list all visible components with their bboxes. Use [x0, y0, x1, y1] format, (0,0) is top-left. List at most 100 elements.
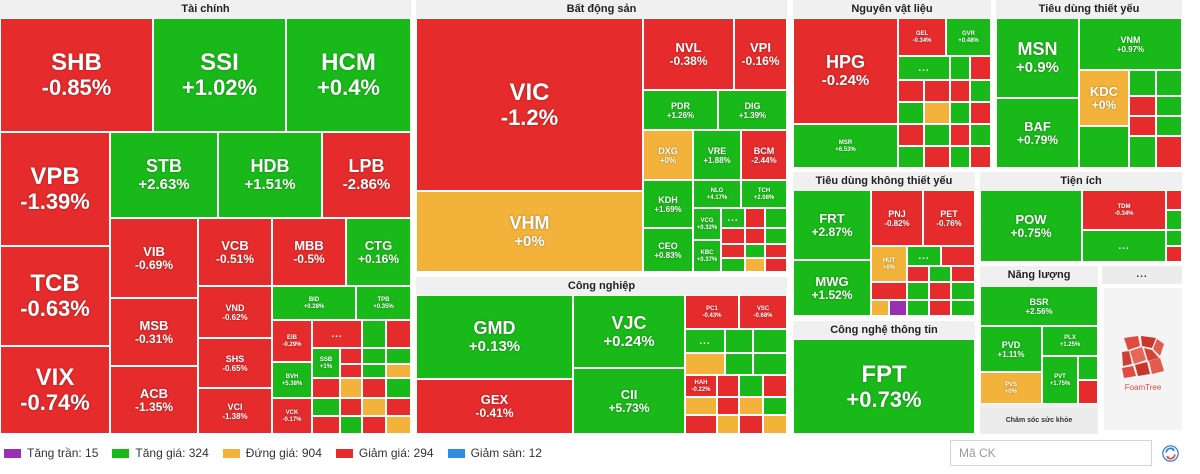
stock-tile-small[interactable]: [1129, 70, 1156, 96]
stock-tile-small[interactable]: [970, 80, 991, 102]
stock-tile[interactable]: HCM +0.4%: [286, 18, 411, 132]
stock-tile-small[interactable]: [950, 146, 970, 168]
stock-tile-small[interactable]: [1156, 136, 1182, 168]
stock-tile-small[interactable]: [362, 378, 386, 398]
more-tile[interactable]: ...: [1082, 230, 1166, 262]
stock-tile-small[interactable]: [386, 348, 411, 364]
stock-tile[interactable]: POW +0.75%: [980, 190, 1082, 262]
more-tile[interactable]: ...: [907, 246, 941, 266]
stock-tile-small[interactable]: [970, 102, 991, 124]
more-tile[interactable]: ...: [685, 329, 725, 353]
stock-tile[interactable]: VJC +0.24%: [573, 295, 685, 368]
stock-tile[interactable]: TPB +0.35%: [356, 286, 411, 320]
stock-tile[interactable]: MSB -0.31%: [110, 298, 198, 366]
stock-tile[interactable]: SHS -0.65%: [198, 338, 272, 388]
stock-tile[interactable]: CEO +0.83%: [643, 228, 693, 272]
stock-tile-small[interactable]: [312, 398, 340, 416]
stock-tile[interactable]: VND -0.62%: [198, 286, 272, 338]
stock-tile[interactable]: BCM -2.44%: [741, 130, 787, 180]
stock-tile-small[interactable]: [950, 102, 970, 124]
stock-tile[interactable]: TCH +2.08%: [741, 180, 787, 208]
stock-tile-small[interactable]: [312, 416, 340, 434]
stock-tile-small[interactable]: [362, 416, 386, 434]
stock-tile[interactable]: GEX -0.41%: [416, 379, 573, 434]
stock-tile[interactable]: VRE +1.88%: [693, 130, 741, 180]
stock-tile-small[interactable]: [745, 228, 765, 244]
stock-tile-small[interactable]: [685, 415, 717, 434]
stock-tile-small[interactable]: [763, 397, 787, 415]
stock-tile[interactable]: KDH +1.69%: [643, 180, 693, 228]
stock-tile-small[interactable]: [929, 300, 951, 316]
stock-tile[interactable]: CII +5.73%: [573, 368, 685, 434]
stock-tile-small[interactable]: [739, 397, 763, 415]
stock-tile[interactable]: BID +0.28%: [272, 286, 356, 320]
stock-tile-small[interactable]: [386, 416, 411, 434]
stock-tile[interactable]: CTG +0.16%: [346, 218, 411, 286]
stock-tile[interactable]: VCI -1.38%: [198, 388, 272, 434]
stock-tile[interactable]: PC1 -0.43%: [685, 295, 739, 329]
stock-tile-small[interactable]: [970, 56, 991, 80]
stock-tile-small[interactable]: [1129, 116, 1156, 136]
stock-tile-small[interactable]: [951, 282, 975, 300]
more-tile[interactable]: ...: [721, 208, 745, 228]
stock-tile[interactable]: KBC +0.37%: [693, 240, 721, 272]
stock-tile[interactable]: VCK -0.17%: [272, 398, 312, 434]
stock-tile[interactable]: HAH -0.22%: [685, 375, 717, 397]
stock-tile-small[interactable]: [924, 146, 950, 168]
stock-code-search-input[interactable]: [950, 440, 1152, 466]
stock-tile-small[interactable]: [362, 320, 386, 348]
stock-tile-small[interactable]: [753, 353, 787, 375]
stock-tile-small[interactable]: [753, 329, 787, 353]
stock-tile-small[interactable]: [1078, 380, 1098, 404]
stock-tile-small[interactable]: [745, 244, 765, 258]
stock-tile[interactable]: PVT +1.75%: [1042, 356, 1078, 404]
stock-tile[interactable]: GMD +0.13%: [416, 295, 573, 379]
stock-tile[interactable]: VPI -0.16%: [734, 18, 787, 90]
stock-tile-small[interactable]: [970, 146, 991, 168]
stock-tile[interactable]: MBB -0.5%: [272, 218, 346, 286]
stock-tile-small[interactable]: [340, 398, 362, 416]
stock-tile-small[interactable]: [739, 415, 763, 434]
stock-tile[interactable]: VPB -1.39%: [0, 132, 110, 246]
stock-tile[interactable]: TDM -0.34%: [1082, 190, 1166, 230]
stock-tile-small[interactable]: [340, 364, 362, 378]
stock-tile[interactable]: SSI +1.02%: [153, 18, 286, 132]
stock-tile[interactable]: VSC -0.68%: [739, 295, 787, 329]
stock-tile[interactable]: DXG +0%: [643, 130, 693, 180]
stock-tile[interactable]: VCB -0.51%: [198, 218, 272, 286]
stock-tile-small[interactable]: [386, 398, 411, 416]
stock-tile-small[interactable]: [765, 208, 787, 228]
stock-tile[interactable]: KDC +0%: [1079, 70, 1129, 126]
stock-tile[interactable]: PLX +1.25%: [1042, 326, 1098, 356]
stock-tile[interactable]: FPT +0.73%: [793, 339, 975, 434]
stock-tile[interactable]: LPB -2.86%: [322, 132, 411, 218]
stock-tile-small[interactable]: [941, 246, 975, 266]
stock-tile[interactable]: VIX -0.74%: [0, 346, 110, 434]
stock-tile-small[interactable]: [745, 258, 765, 272]
stock-tile-small[interactable]: [685, 353, 725, 375]
stock-tile-small[interactable]: [340, 348, 362, 364]
stock-tile-small[interactable]: [924, 80, 950, 102]
stock-tile-small[interactable]: [386, 364, 411, 378]
stock-tile-small[interactable]: [898, 80, 924, 102]
stock-tile-small[interactable]: [950, 56, 970, 80]
stock-tile[interactable]: VCG +0.32%: [693, 208, 721, 240]
stock-tile[interactable]: MWG +1.52%: [793, 260, 871, 316]
stock-tile-small[interactable]: [1166, 210, 1182, 230]
stock-tile-small[interactable]: [1129, 136, 1156, 168]
stock-tile[interactable]: DIG +1.39%: [718, 90, 787, 130]
stock-tile-small[interactable]: [1156, 116, 1182, 136]
stock-tile-small[interactable]: [721, 258, 745, 272]
stock-tile-small[interactable]: [362, 348, 386, 364]
stock-tile-small[interactable]: [1166, 246, 1182, 262]
stock-tile-small[interactable]: [765, 244, 787, 258]
stock-tile-small[interactable]: [1079, 126, 1129, 168]
stock-tile[interactable]: SSB +1%: [312, 348, 340, 378]
stock-tile[interactable]: TCB -0.63%: [0, 246, 110, 346]
stock-tile[interactable]: BSR +2.56%: [980, 286, 1098, 326]
stock-tile[interactable]: HDB +1.51%: [218, 132, 322, 218]
stock-tile-small[interactable]: [929, 266, 951, 282]
stock-tile[interactable]: NLG +4.17%: [693, 180, 741, 208]
stock-tile[interactable]: MSN +0.9%: [996, 18, 1079, 98]
stock-tile-small[interactable]: [725, 353, 753, 375]
